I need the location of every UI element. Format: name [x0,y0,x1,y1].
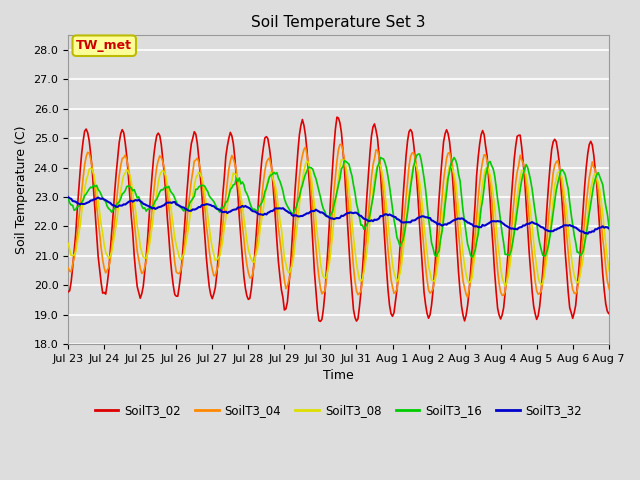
SoilT3_02 [450,199,458,204]
Legend: SoilT3_02, SoilT3_04, SoilT3_08, SoilT3_16, SoilT3_32: SoilT3_02, SoilT3_04, SoilT3_08, SoilT3_… [90,399,587,421]
X-axis label: Time: Time [323,369,354,382]
SoilT3_32 [115,203,123,208]
SoilT3_32 [64,194,72,200]
SoilT3_02 [64,289,72,295]
SoilT3_08 [64,240,72,246]
SoilT3_16 [449,157,456,163]
SoilT3_02 [317,319,324,324]
Line: SoilT3_32: SoilT3_32 [68,197,640,236]
Line: SoilT3_02: SoilT3_02 [68,117,640,322]
Text: TW_met: TW_met [76,39,132,52]
SoilT3_04 [468,264,476,270]
Line: SoilT3_04: SoilT3_04 [68,144,640,297]
SoilT3_02 [78,151,86,156]
Y-axis label: Soil Temperature (C): Soil Temperature (C) [15,125,28,254]
SoilT3_02 [372,127,380,133]
SoilT3_16 [115,199,123,205]
SoilT3_02 [115,140,123,145]
SoilT3_04 [449,164,456,169]
SoilT3_32 [447,219,455,225]
SoilT3_04 [371,156,378,162]
SoilT3_16 [64,195,72,201]
SoilT3_04 [115,173,123,179]
SoilT3_32 [301,212,309,217]
SoilT3_32 [78,201,86,206]
SoilT3_08 [449,166,456,171]
SoilT3_04 [78,187,86,193]
SoilT3_16 [468,254,476,260]
SoilT3_04 [464,294,472,300]
SoilT3_08 [338,156,346,162]
SoilT3_08 [78,209,86,215]
SoilT3_08 [115,198,123,204]
SoilT3_08 [371,175,378,180]
SoilT3_32 [465,220,473,226]
SoilT3_16 [78,199,86,205]
SoilT3_16 [369,195,377,201]
SoilT3_02 [468,246,476,252]
SoilT3_16 [467,253,474,259]
Line: SoilT3_08: SoilT3_08 [68,159,640,286]
Line: SoilT3_16: SoilT3_16 [68,154,640,257]
SoilT3_32 [621,233,629,239]
SoilT3_02 [333,114,340,120]
SoilT3_02 [301,132,309,138]
SoilT3_16 [301,171,309,177]
SoilT3_08 [301,162,309,168]
Title: Soil Temperature Set 3: Soil Temperature Set 3 [252,15,426,30]
SoilT3_16 [416,151,424,157]
SoilT3_04 [338,142,346,147]
SoilT3_32 [369,218,377,224]
SoilT3_08 [501,283,509,289]
SoilT3_04 [301,144,309,150]
SoilT3_04 [64,265,72,271]
SoilT3_08 [467,278,474,284]
